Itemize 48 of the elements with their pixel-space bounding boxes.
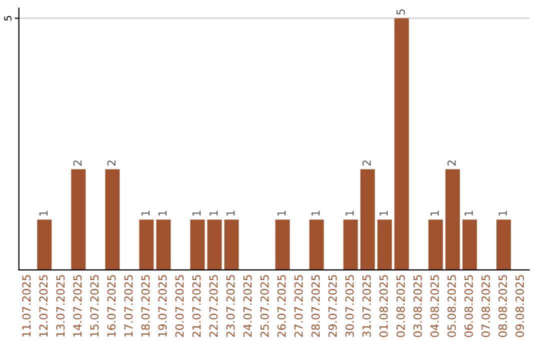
data-label: 1	[39, 210, 48, 216]
x-tick-label: 03.08.2025	[413, 275, 422, 338]
x-tick-label: 20.07.2025	[175, 275, 184, 337]
data-label: 1	[464, 210, 473, 216]
data-label: 1	[141, 210, 150, 216]
x-tick-label: 04.08.2025	[430, 275, 439, 338]
x-tick-label: 19.07.2025	[158, 275, 167, 337]
data-label: 1	[192, 210, 201, 216]
x-tick-label: 01.08.2025	[379, 275, 388, 338]
x-tick-label: 31.07.2025	[362, 275, 371, 337]
x-tick-label: 16.07.2025	[107, 275, 116, 337]
x-tick-label: 21.07.2025	[192, 275, 201, 337]
x-tick-label: 08.08.2025	[498, 275, 507, 338]
x-tick-label: 23.07.2025	[226, 275, 235, 337]
x-tick-label: 13.07.2025	[56, 275, 65, 337]
x-tick-label: 11.07.2025	[22, 275, 31, 337]
x-tick-label: 05.08.2025	[447, 275, 456, 338]
x-tick-label: 06.08.2025	[464, 275, 473, 338]
x-tick-label: 17.07.2025	[124, 275, 133, 337]
x-tick-label: 12.07.2025	[39, 275, 48, 337]
x-tick-label: 29.07.2025	[328, 275, 337, 337]
data-label: 1	[430, 210, 439, 216]
x-tick-label: 09.08.2025	[516, 275, 524, 338]
x-tick-label: 27.07.2025	[294, 275, 303, 337]
data-label: 2	[447, 160, 456, 166]
x-tick-label: 26.07.2025	[277, 275, 286, 337]
data-label: 1	[278, 210, 286, 216]
data-label: 1	[498, 210, 507, 216]
x-tick-label: 28.07.2025	[311, 275, 320, 337]
x-tick-label: 14.07.2025	[73, 275, 82, 337]
x-tick-label: 02.08.2025	[396, 275, 405, 338]
x-tick-label: 18.07.2025	[141, 275, 150, 337]
x-tick-label: 30.07.2025	[345, 275, 354, 337]
x-tick-label: 22.07.2025	[209, 275, 218, 337]
data-label: 1	[346, 210, 354, 216]
data-label: 5	[396, 9, 405, 15]
x-tick-label: 07.08.2025	[481, 275, 490, 338]
data-label: 1	[380, 210, 388, 216]
data-label: 2	[362, 160, 371, 166]
x-tick-label: 24.07.2025	[243, 275, 252, 337]
data-label: 1	[312, 210, 320, 216]
data-label: 1	[209, 210, 218, 216]
data-label: 2	[73, 160, 82, 166]
x-tick-label: 25.07.2025	[260, 275, 269, 337]
data-label: 1	[226, 210, 235, 216]
data-label: 1	[158, 210, 167, 216]
x-tick-label: 15.07.2025	[90, 275, 99, 337]
data-label: 2	[107, 160, 116, 166]
